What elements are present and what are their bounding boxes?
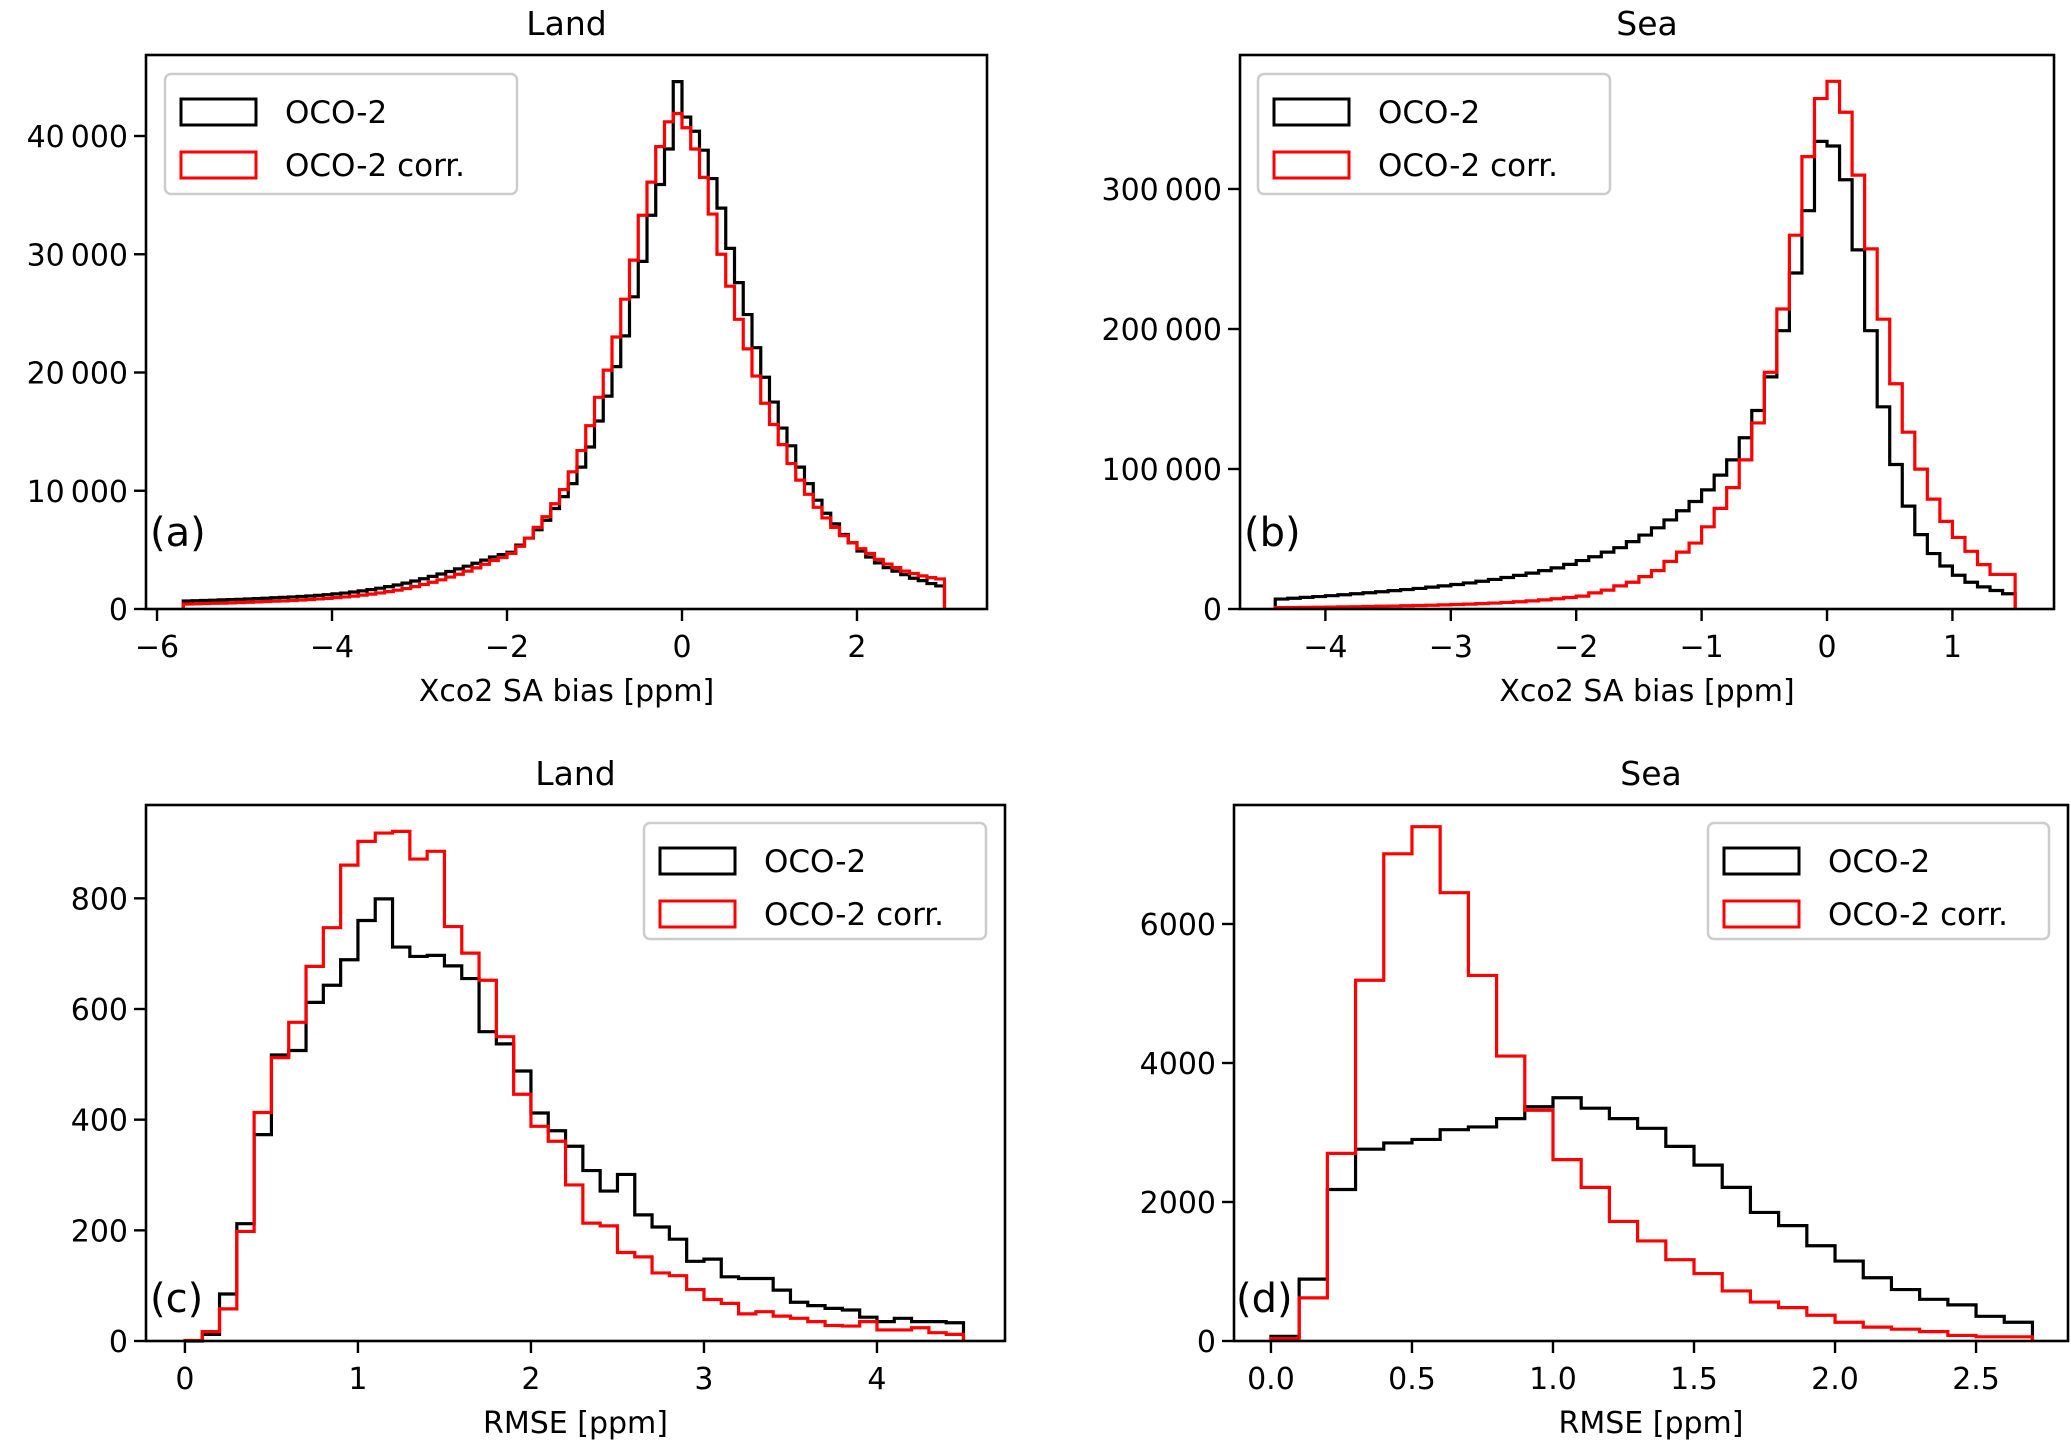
x-tick-label: 2 — [521, 1362, 540, 1397]
histogram-series-oco2-corr — [181, 111, 947, 609]
legend-label: OCO-2 — [764, 844, 866, 880]
panel-title: Sea — [1620, 754, 1681, 793]
legend-frame — [163, 72, 519, 196]
y-tick-label: 300 000 — [1101, 173, 1222, 208]
x-tick-label: −3 — [1429, 630, 1473, 665]
panel-label: (d) — [1236, 1276, 1293, 1322]
legend-label: OCO-2 corr. — [764, 897, 944, 933]
y-tick-label: 400 — [71, 1104, 128, 1139]
legend-label: OCO-2 — [1828, 844, 1930, 880]
x-tick-label: 0 — [175, 1362, 194, 1397]
panel-label: (c) — [150, 1276, 203, 1322]
x-tick-label: −4 — [1303, 630, 1347, 665]
histogram-series-oco2 — [1273, 139, 2017, 609]
panel-title: Sea — [1616, 4, 1677, 43]
x-axis-label: Xco2 SA bias [ppm] — [1499, 674, 1794, 709]
x-tick-label: −1 — [1679, 630, 1723, 665]
legend-swatch-oco2-corr — [179, 150, 258, 180]
panel-c: Land 0 1 2 3 4 0 200 400 600 800 RMSE [ppm] (c) OCO-2… — [71, 754, 1007, 1441]
y-tick-label: 40 000 — [27, 120, 128, 155]
x-tick-label: 0.5 — [1388, 1362, 1436, 1397]
legend-label: OCO-2 corr. — [1828, 897, 2008, 933]
y-tick-label: 200 000 — [1101, 313, 1222, 348]
panel-title: Land — [526, 4, 606, 43]
x-tick-label: 4 — [867, 1362, 886, 1397]
legend-label: OCO-2 — [285, 95, 387, 131]
y-tick-label: 0 — [109, 1325, 128, 1360]
histogram-series-oco2-corr — [1269, 825, 2035, 1341]
x-axis-label: RMSE [ppm] — [483, 1406, 668, 1441]
x-tick-label: 2.5 — [1952, 1362, 2000, 1397]
x-tick-label: 3 — [694, 1362, 713, 1397]
panel-d: Sea 0.0 0.5 1.0 1.5 2.0 2.5 0 2000 4000 6000 RMSE [… — [1140, 754, 2070, 1441]
legend: OCO-2 OCO-2 corr. — [1706, 821, 2051, 941]
x-tick-label: −6 — [135, 630, 179, 665]
histogram-series-oco2 — [1269, 1096, 2035, 1341]
x-tick-label: −2 — [485, 630, 529, 665]
x-tick-label: 1 — [348, 1362, 367, 1397]
x-tick-label: −2 — [1554, 630, 1598, 665]
axes-frame — [144, 53, 989, 611]
histogram-series-oco2-corr — [183, 829, 966, 1343]
legend-label: OCO-2 — [1378, 95, 1480, 131]
x-tick-label: 1.0 — [1529, 1362, 1577, 1397]
y-tick-label: 0 — [1203, 593, 1222, 628]
legend-swatch-oco2-corr — [658, 899, 737, 929]
legend-swatch-oco2 — [1722, 846, 1801, 876]
legend: OCO-2 OCO-2 corr. — [163, 72, 519, 196]
legend-label: OCO-2 corr. — [1378, 148, 1558, 184]
x-tick-label: 0 — [1817, 630, 1836, 665]
x-tick-label: −4 — [310, 630, 354, 665]
panel-label: (b) — [1244, 510, 1301, 556]
y-tick-label: 30 000 — [27, 238, 128, 273]
legend-label: OCO-2 corr. — [285, 148, 465, 184]
legend-swatch-oco2-corr — [1272, 150, 1351, 180]
y-tick-label: 800 — [71, 882, 128, 917]
histogram-series-oco2 — [184, 897, 966, 1343]
x-tick-label: 1.5 — [1670, 1362, 1718, 1397]
axes-frame — [1238, 53, 2056, 611]
axes-frame — [1232, 803, 2070, 1343]
y-tick-label: 10 000 — [27, 475, 128, 510]
x-tick-label: 0 — [672, 630, 691, 665]
y-tick-label: 600 — [71, 993, 128, 1028]
legend: OCO-2 OCO-2 corr. — [1256, 72, 1612, 196]
histogram-series-oco2 — [181, 80, 947, 609]
x-axis-label: Xco2 SA bias [ppm] — [419, 674, 714, 709]
panel-label: (a) — [150, 510, 206, 556]
panel-title: Land — [535, 754, 615, 793]
legend-frame — [1706, 821, 2051, 941]
legend-swatch-oco2 — [1272, 97, 1351, 127]
y-tick-label: 4000 — [1140, 1047, 1216, 1082]
x-tick-label: 2.0 — [1811, 1362, 1859, 1397]
legend: OCO-2 OCO-2 corr. — [642, 821, 988, 941]
y-tick-label: 20 000 — [27, 357, 128, 392]
legend-frame — [1256, 72, 1612, 196]
y-tick-label: 200 — [71, 1214, 128, 1249]
y-tick-label: 100 000 — [1101, 453, 1222, 488]
y-tick-label: 0 — [109, 593, 128, 628]
legend-frame — [642, 821, 988, 941]
x-axis-label: RMSE [ppm] — [1559, 1406, 1744, 1441]
legend-swatch-oco2 — [179, 97, 258, 127]
x-tick-label: 0.0 — [1247, 1362, 1295, 1397]
y-tick-label: 6000 — [1140, 908, 1216, 943]
y-tick-label: 0 — [1197, 1325, 1216, 1360]
x-tick-label: 2 — [847, 630, 866, 665]
panel-b: Sea −4 −3 −2 −1 0 1 0 100 000 200 000 300 000 Xco2 … — [1101, 4, 2056, 709]
legend-swatch-oco2-corr — [1722, 899, 1801, 929]
y-tick-label: 2000 — [1140, 1186, 1216, 1221]
x-tick-label: 1 — [1943, 630, 1962, 665]
axes-frame — [144, 803, 1007, 1343]
histogram-series-oco2-corr — [1273, 79, 2017, 610]
legend-swatch-oco2 — [658, 846, 737, 876]
